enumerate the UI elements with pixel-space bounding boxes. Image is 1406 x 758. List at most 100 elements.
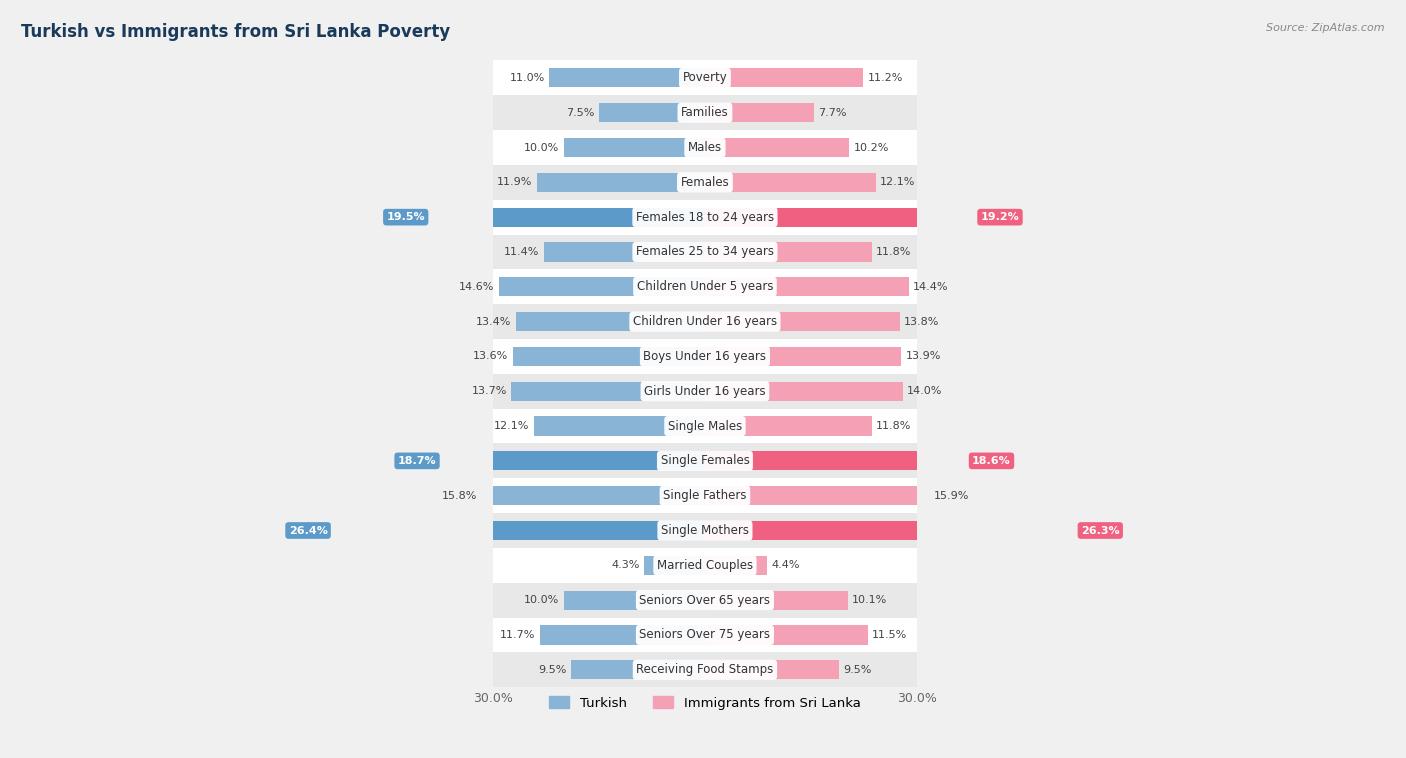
Bar: [704, 486, 929, 506]
Bar: [494, 165, 917, 200]
Text: 14.4%: 14.4%: [912, 282, 948, 292]
Bar: [704, 68, 863, 87]
Text: 9.5%: 9.5%: [844, 665, 872, 675]
Text: Poverty: Poverty: [682, 71, 727, 84]
Bar: [440, 451, 704, 471]
Bar: [704, 590, 848, 609]
Bar: [516, 312, 704, 331]
Text: 26.3%: 26.3%: [1081, 525, 1119, 535]
Bar: [494, 409, 917, 443]
Bar: [512, 382, 704, 401]
Text: 4.3%: 4.3%: [612, 560, 640, 570]
Legend: Turkish, Immigrants from Sri Lanka: Turkish, Immigrants from Sri Lanka: [544, 691, 866, 715]
Bar: [494, 339, 917, 374]
Text: Single Mothers: Single Mothers: [661, 524, 749, 537]
Bar: [494, 269, 917, 304]
Bar: [704, 416, 872, 436]
Text: Single Males: Single Males: [668, 419, 742, 433]
Bar: [704, 138, 849, 157]
Text: Males: Males: [688, 141, 723, 154]
Text: Single Females: Single Females: [661, 454, 749, 468]
Text: Married Couples: Married Couples: [657, 559, 754, 572]
Bar: [513, 347, 704, 366]
Bar: [704, 625, 868, 644]
Bar: [704, 277, 908, 296]
Bar: [494, 200, 917, 234]
Text: Receiving Food Stamps: Receiving Food Stamps: [637, 663, 773, 676]
Bar: [494, 374, 917, 409]
Bar: [494, 130, 917, 165]
Bar: [571, 660, 704, 679]
Text: 19.5%: 19.5%: [387, 212, 425, 222]
Text: 7.5%: 7.5%: [567, 108, 595, 117]
Text: 18.7%: 18.7%: [398, 456, 436, 466]
Text: 11.9%: 11.9%: [498, 177, 533, 187]
Bar: [704, 243, 872, 262]
Bar: [494, 513, 917, 548]
Text: Children Under 5 years: Children Under 5 years: [637, 280, 773, 293]
Bar: [494, 61, 917, 96]
Bar: [704, 451, 967, 471]
Bar: [704, 660, 839, 679]
Text: Females 18 to 24 years: Females 18 to 24 years: [636, 211, 775, 224]
Text: Families: Families: [681, 106, 728, 119]
Text: Turkish vs Immigrants from Sri Lanka Poverty: Turkish vs Immigrants from Sri Lanka Pov…: [21, 23, 450, 41]
Bar: [332, 521, 704, 540]
Bar: [429, 208, 704, 227]
Bar: [564, 590, 704, 609]
Text: 11.8%: 11.8%: [876, 421, 911, 431]
Text: 10.0%: 10.0%: [524, 143, 560, 152]
Bar: [704, 103, 814, 122]
Bar: [494, 234, 917, 269]
Bar: [494, 96, 917, 130]
Text: 15.9%: 15.9%: [934, 490, 969, 501]
Bar: [499, 277, 704, 296]
Text: 12.1%: 12.1%: [495, 421, 530, 431]
Text: 7.7%: 7.7%: [818, 108, 846, 117]
Text: Single Fathers: Single Fathers: [664, 489, 747, 503]
Text: 14.0%: 14.0%: [907, 387, 942, 396]
Text: 26.4%: 26.4%: [288, 525, 328, 535]
Text: Girls Under 16 years: Girls Under 16 years: [644, 385, 766, 398]
Text: 15.8%: 15.8%: [441, 490, 478, 501]
Bar: [704, 173, 876, 192]
Text: 11.0%: 11.0%: [510, 73, 546, 83]
Bar: [544, 243, 704, 262]
Text: 4.4%: 4.4%: [772, 560, 800, 570]
Bar: [494, 583, 917, 618]
Text: 11.5%: 11.5%: [872, 630, 907, 640]
Text: 11.2%: 11.2%: [868, 73, 903, 83]
Bar: [540, 625, 704, 644]
Bar: [644, 556, 704, 575]
Bar: [494, 478, 917, 513]
Bar: [599, 103, 704, 122]
Text: 11.8%: 11.8%: [876, 247, 911, 257]
Text: Seniors Over 65 years: Seniors Over 65 years: [640, 594, 770, 606]
Text: 10.2%: 10.2%: [853, 143, 889, 152]
Text: 13.8%: 13.8%: [904, 317, 939, 327]
Bar: [482, 486, 704, 506]
Bar: [704, 521, 1077, 540]
Text: Boys Under 16 years: Boys Under 16 years: [644, 350, 766, 363]
Bar: [534, 416, 704, 436]
Text: Children Under 16 years: Children Under 16 years: [633, 315, 778, 328]
Text: 13.6%: 13.6%: [474, 352, 509, 362]
Text: Females: Females: [681, 176, 730, 189]
Bar: [494, 618, 917, 653]
Text: 12.1%: 12.1%: [880, 177, 915, 187]
Bar: [537, 173, 704, 192]
Bar: [704, 347, 901, 366]
Bar: [704, 208, 976, 227]
Bar: [564, 138, 704, 157]
Text: Females 25 to 34 years: Females 25 to 34 years: [636, 246, 773, 258]
Bar: [494, 443, 917, 478]
Bar: [704, 556, 768, 575]
Text: 11.7%: 11.7%: [501, 630, 536, 640]
Text: 13.7%: 13.7%: [471, 387, 508, 396]
Text: Source: ZipAtlas.com: Source: ZipAtlas.com: [1267, 23, 1385, 33]
Bar: [494, 653, 917, 688]
Text: 18.6%: 18.6%: [972, 456, 1011, 466]
Bar: [494, 548, 917, 583]
Text: 14.6%: 14.6%: [458, 282, 495, 292]
Bar: [494, 304, 917, 339]
